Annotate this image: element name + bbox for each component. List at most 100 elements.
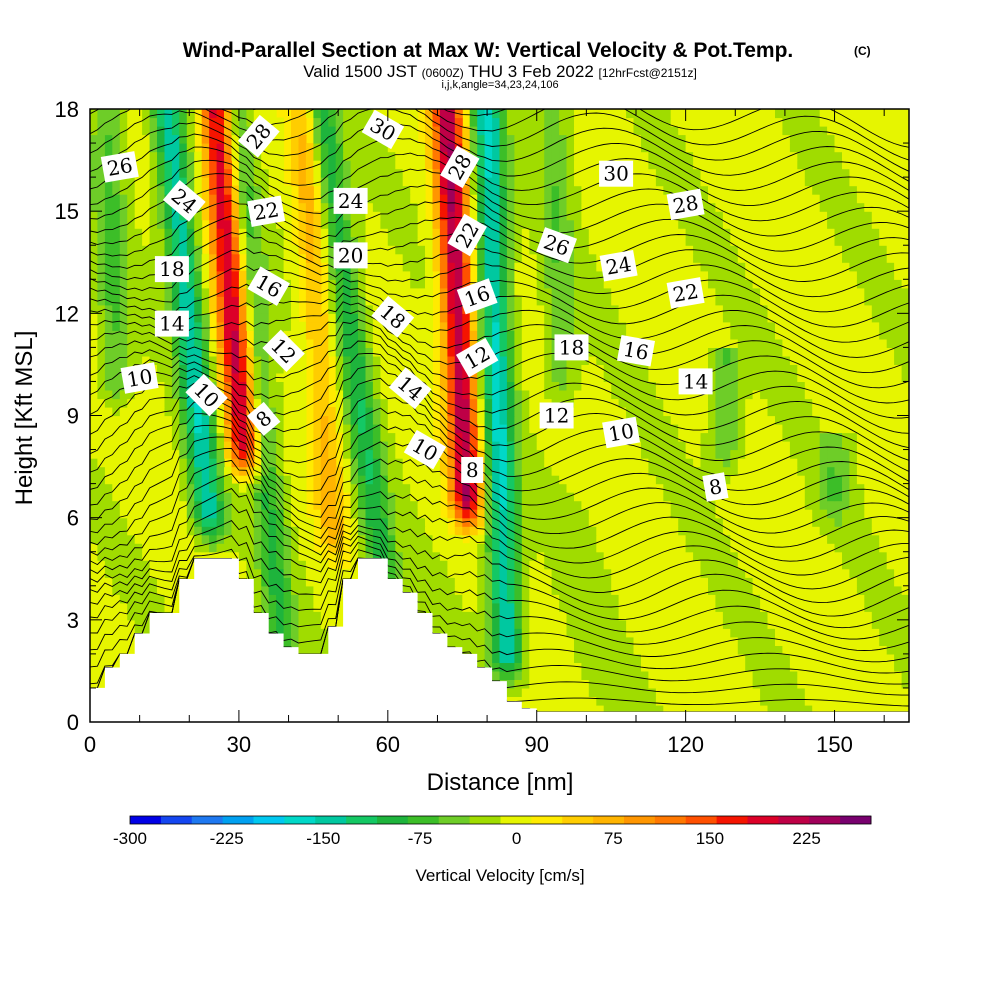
velocity-cell — [402, 466, 411, 476]
velocity-cell — [767, 492, 776, 502]
velocity-cell — [104, 338, 113, 348]
velocity-cell — [350, 500, 359, 510]
velocity-cell — [611, 551, 620, 561]
velocity-cell — [789, 602, 798, 612]
velocity-cell — [804, 381, 813, 391]
velocity-cell — [484, 636, 493, 646]
velocity-cell — [685, 432, 694, 442]
velocity-cell — [730, 705, 739, 715]
velocity-cell — [499, 594, 508, 604]
velocity-cell — [797, 585, 806, 595]
velocity-cell — [856, 705, 865, 715]
velocity-cell — [871, 662, 880, 672]
velocity-cell — [797, 696, 806, 706]
velocity-cell — [834, 534, 843, 544]
velocity-cell — [641, 628, 649, 638]
velocity-cell — [700, 679, 709, 689]
velocity-cell — [797, 645, 806, 655]
velocity-cell — [827, 551, 836, 561]
velocity-cell — [670, 517, 679, 527]
velocity-cell — [529, 441, 538, 451]
velocity-cell — [685, 705, 694, 715]
velocity-cell — [633, 372, 642, 382]
velocity-cell — [708, 636, 716, 646]
velocity-cell — [670, 560, 679, 570]
velocity-cell — [588, 705, 597, 715]
velocity-cell — [879, 696, 888, 706]
velocity-cell — [90, 372, 98, 382]
velocity-cell — [112, 560, 121, 570]
velocity-cell — [819, 492, 828, 502]
velocity-cell — [164, 534, 173, 544]
velocity-cell — [261, 534, 270, 544]
velocity-cell — [246, 424, 255, 434]
velocity-cell — [596, 560, 605, 570]
velocity-cell — [745, 483, 754, 493]
velocity-cell — [842, 687, 850, 697]
velocity-cell — [901, 466, 909, 476]
velocity-cell — [804, 585, 813, 595]
velocity-cell — [745, 551, 754, 561]
velocity-cell — [268, 585, 277, 595]
velocity-cell — [812, 636, 821, 646]
velocity-cell — [871, 398, 880, 408]
velocity-cell — [261, 551, 270, 561]
velocity-cell — [715, 381, 724, 391]
velocity-cell — [782, 628, 791, 638]
velocity-cell — [730, 636, 739, 646]
velocity-cell — [119, 594, 128, 604]
velocity-cell — [715, 534, 724, 544]
velocity-cell — [261, 398, 270, 408]
velocity-cell — [849, 628, 858, 638]
velocity-cell — [715, 458, 724, 468]
velocity-cell — [618, 645, 627, 655]
velocity-cell — [328, 458, 337, 468]
velocity-cell — [581, 526, 590, 536]
velocity-cell — [827, 594, 836, 604]
velocity-cell — [283, 526, 292, 536]
velocity-cell — [737, 602, 746, 612]
velocity-cell — [544, 424, 553, 434]
velocity-cell — [566, 585, 575, 595]
velocity-cell — [856, 602, 865, 612]
velocity-cell — [879, 372, 888, 382]
velocity-cell — [559, 526, 568, 536]
velocity-cell — [514, 398, 523, 408]
velocity-cell — [447, 424, 456, 434]
velocity-cell — [224, 390, 232, 400]
velocity-cell — [789, 364, 798, 374]
velocity-cell — [722, 517, 731, 527]
velocity-cell — [112, 577, 121, 587]
velocity-cell — [231, 517, 240, 527]
velocity-cell — [633, 645, 642, 655]
velocity-cell — [142, 543, 151, 553]
velocity-cell — [745, 585, 754, 595]
velocity-cell — [134, 330, 143, 340]
velocity-cell — [469, 594, 478, 604]
velocity-cell — [119, 585, 128, 595]
velocity-cell — [715, 670, 724, 680]
velocity-cell — [626, 466, 635, 476]
velocity-cell — [641, 424, 649, 434]
velocity-cell — [313, 645, 322, 655]
velocity-cell — [886, 330, 895, 340]
velocity-cell — [574, 577, 582, 587]
velocity-cell — [104, 321, 113, 331]
velocity-cell — [782, 687, 791, 697]
velocity-cell — [663, 372, 672, 382]
velocity-cell — [827, 662, 836, 672]
velocity-cell — [477, 577, 486, 587]
velocity-cell — [566, 390, 575, 400]
velocity-cell — [514, 594, 523, 604]
velocity-cell — [313, 424, 322, 434]
velocity-cell — [246, 543, 255, 553]
velocity-cell — [596, 330, 605, 340]
velocity-cell — [447, 390, 456, 400]
velocity-cell — [462, 432, 471, 442]
velocity-cell — [864, 534, 873, 544]
velocity-cell — [395, 458, 404, 468]
velocity-cell — [626, 602, 635, 612]
velocity-cell — [380, 543, 389, 553]
velocity-cell — [864, 560, 873, 570]
velocity-cell — [119, 577, 128, 587]
